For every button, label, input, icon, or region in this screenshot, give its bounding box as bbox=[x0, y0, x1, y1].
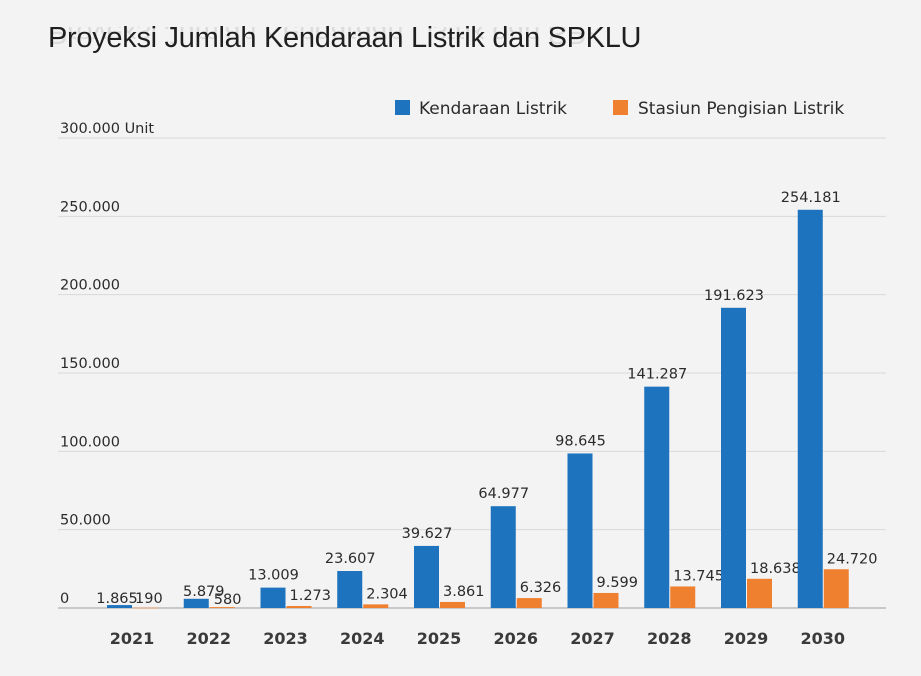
value-label-kendaraan-listrik: 191.623 bbox=[704, 288, 764, 304]
value-label-kendaraan-listrik: 141.287 bbox=[627, 367, 687, 383]
y-tick-label: 300.000 Unit bbox=[60, 121, 154, 137]
x-tick-label: 2022 bbox=[186, 629, 231, 648]
bar-stasiun-pengisian bbox=[440, 601, 465, 608]
bar-stasiun-pengisian bbox=[516, 598, 542, 608]
bar-kendaraan-listrik bbox=[721, 307, 746, 608]
bar-kendaraan-listrik bbox=[644, 386, 670, 608]
value-label-kendaraan-listrik: 64.977 bbox=[478, 486, 529, 502]
bar-kendaraan-listrik bbox=[490, 506, 516, 608]
x-tick-label: 2029 bbox=[724, 629, 769, 648]
value-label-stasiun-pengisian: 2.304 bbox=[366, 586, 408, 602]
value-label-stasiun-pengisian: 18.638 bbox=[750, 561, 801, 577]
value-label-kendaraan-listrik: 98.645 bbox=[555, 433, 606, 449]
bar-kendaraan-listrik bbox=[414, 545, 439, 608]
bar-stasiun-pengisian bbox=[209, 607, 235, 608]
y-tick-label: 250.000 bbox=[60, 199, 120, 215]
legend-swatch-stasiun-pengisian bbox=[613, 100, 628, 115]
bar-stasiun-pengisian bbox=[670, 586, 696, 608]
y-tick-label: 150.000 bbox=[60, 356, 120, 372]
value-label-kendaraan-listrik: 5.879 bbox=[183, 584, 225, 600]
value-label-stasiun-pengisian: 190 bbox=[135, 591, 163, 607]
legend-label-stasiun-pengisian: Stasiun Pengisian Listrik bbox=[638, 99, 844, 119]
x-tick-label: 2021 bbox=[110, 629, 155, 648]
value-label-kendaraan-listrik: 13.009 bbox=[248, 568, 299, 584]
y-tick-label: 200.000 bbox=[60, 278, 120, 294]
bar-kendaraan-listrik bbox=[107, 605, 132, 608]
x-tick-label: 2027 bbox=[570, 629, 615, 648]
x-tick-label: 2026 bbox=[493, 629, 538, 648]
y-tick-label: 100.000 bbox=[60, 434, 120, 450]
bar-stasiun-pengisian bbox=[747, 578, 772, 608]
x-tick-label: 2024 bbox=[340, 629, 385, 648]
y-tick-label: 50.000 bbox=[60, 513, 111, 529]
value-label-stasiun-pengisian: 13.745 bbox=[673, 568, 724, 584]
bar-stasiun-pengisian bbox=[363, 604, 389, 608]
value-label-stasiun-pengisian: 24.720 bbox=[827, 551, 878, 567]
x-tick-label: 2028 bbox=[647, 629, 692, 648]
y-tick-label: 0 bbox=[60, 591, 69, 607]
value-label-stasiun-pengisian: 580 bbox=[214, 592, 242, 608]
x-tick-label: 2025 bbox=[417, 629, 462, 648]
bar-stasiun-pengisian bbox=[593, 592, 619, 608]
value-label-kendaraan-listrik: 1.865 bbox=[96, 591, 138, 607]
legend-swatch-kendaraan-listrik bbox=[395, 100, 410, 115]
value-label-stasiun-pengisian: 9.599 bbox=[597, 575, 639, 591]
bar-stasiun-pengisian bbox=[823, 569, 849, 608]
x-tick-label: 2030 bbox=[800, 629, 845, 648]
value-label-stasiun-pengisian: 3.861 bbox=[443, 584, 485, 600]
legend-label-kendaraan-listrik: Kendaraan Listrik bbox=[419, 99, 567, 119]
chart-title-block: Proyeksi Jumlah Kendaraan Listrik dan SP… bbox=[48, 22, 641, 55]
value-label-stasiun-pengisian: 6.326 bbox=[520, 580, 562, 596]
bar-kendaraan-listrik bbox=[797, 209, 823, 609]
x-tick-label: 2023 bbox=[263, 629, 308, 648]
chart-title: Proyeksi Jumlah Kendaraan Listrik dan SP… bbox=[48, 22, 642, 54]
bar-kendaraan-listrik bbox=[183, 598, 209, 608]
value-label-stasiun-pengisian: 1.273 bbox=[290, 588, 332, 604]
bar-kendaraan-listrik bbox=[337, 571, 363, 608]
value-label-kendaraan-listrik: 254.181 bbox=[781, 190, 841, 206]
bar-kendaraan-listrik bbox=[260, 587, 286, 608]
bar-kendaraan-listrik bbox=[567, 453, 593, 608]
value-label-kendaraan-listrik: 23.607 bbox=[325, 551, 376, 567]
bar-stasiun-pengisian bbox=[133, 607, 158, 609]
bar-stasiun-pengisian bbox=[286, 606, 312, 608]
value-label-kendaraan-listrik: 39.627 bbox=[402, 526, 453, 542]
